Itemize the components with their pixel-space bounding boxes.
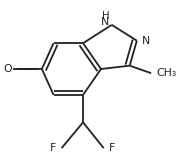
Text: N: N bbox=[101, 17, 110, 27]
Text: CH₃: CH₃ bbox=[156, 68, 176, 78]
Text: H: H bbox=[102, 11, 109, 21]
Text: F: F bbox=[109, 143, 115, 153]
Text: F: F bbox=[50, 143, 57, 153]
Text: N: N bbox=[142, 36, 151, 46]
Text: O: O bbox=[3, 64, 12, 74]
